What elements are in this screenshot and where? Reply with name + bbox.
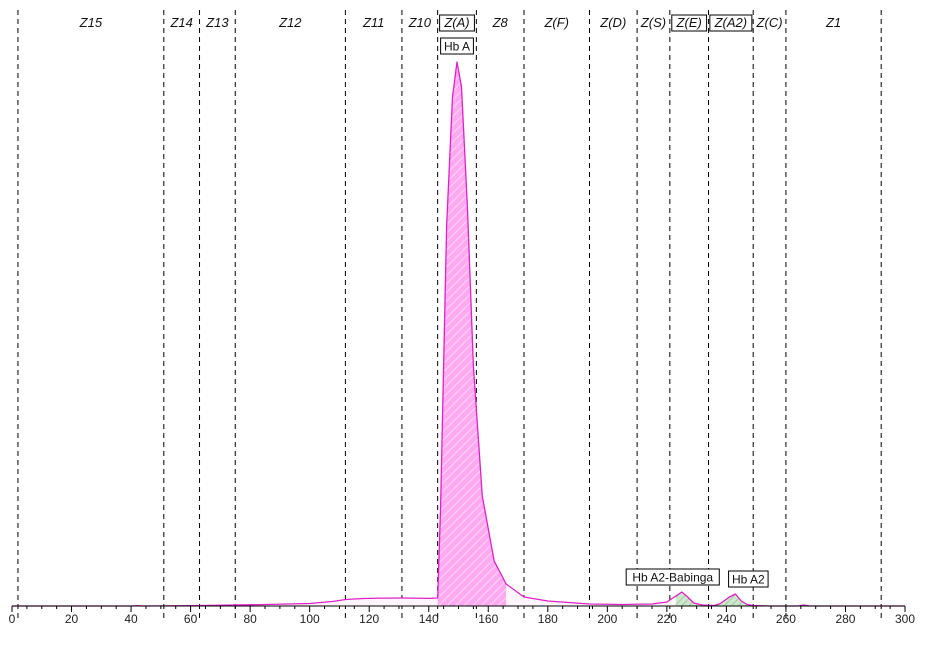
zone-label: Z14: [169, 15, 192, 30]
x-tick-label: 0: [9, 612, 16, 626]
x-tick-label: 80: [243, 612, 257, 626]
x-tick-label: 140: [419, 612, 439, 626]
zone-label: Z1: [825, 15, 841, 30]
x-axis: 0 20 40 60 80 100 120 140 160 180 200 220 240 260 280 3…: [9, 605, 915, 626]
zone-label: Z(A): [443, 15, 469, 30]
zone-label-box: [709, 14, 753, 32]
zone-label-box: [671, 14, 708, 32]
x-tick-label: 160: [478, 612, 498, 626]
trace-line: [12, 61, 905, 607]
zone-label: Z12: [278, 15, 302, 30]
peak-label: Hb A2-Babinga: [632, 571, 713, 585]
zone-label: Z(S): [640, 15, 666, 30]
x-tick-label: 100: [300, 612, 320, 626]
zone-label: Z15: [79, 15, 103, 30]
trace-group: [12, 61, 905, 607]
peak-label-box: [625, 568, 720, 586]
zone-label: Z(C): [756, 15, 783, 30]
zone-label: Z(E): [676, 15, 702, 30]
peak-label: Hb A: [444, 40, 470, 54]
x-tick-label: 260: [776, 612, 796, 626]
zone-label: Z13: [205, 15, 229, 30]
x-tick-label: 240: [716, 612, 736, 626]
zone-label: Z11: [362, 15, 384, 30]
zone-label: Z(F): [543, 15, 569, 30]
peak-label-box: [728, 570, 769, 588]
zone-label-box: [439, 14, 475, 32]
x-tick-label: 220: [657, 612, 677, 626]
zone-labels: Z15 Z14 Z13 Z12 Z11 Z10 Z(A) Z8 Z(F) Z(D) Z(S) Z(E)…: [79, 14, 841, 32]
peak-labels: Hb A Hb A2-Babinga Hb A2: [440, 37, 769, 588]
x-tick-label: 60: [184, 612, 198, 626]
zone-label: Z(D): [599, 15, 626, 30]
zone-label: Z10: [408, 15, 432, 30]
peak-label: Hb A2: [732, 573, 765, 587]
zone-label: Z(A2): [714, 15, 748, 30]
peak-label-box: [440, 37, 474, 55]
x-tick-label: 300: [895, 612, 915, 626]
zone-label: Z8: [492, 15, 509, 30]
x-tick-label: 180: [538, 612, 558, 626]
x-tick-label: 280: [835, 612, 855, 626]
x-tick-label: 200: [597, 612, 617, 626]
x-tick-label: 120: [359, 612, 379, 626]
x-tick-label: 40: [124, 612, 138, 626]
x-tick-label: 20: [65, 612, 79, 626]
